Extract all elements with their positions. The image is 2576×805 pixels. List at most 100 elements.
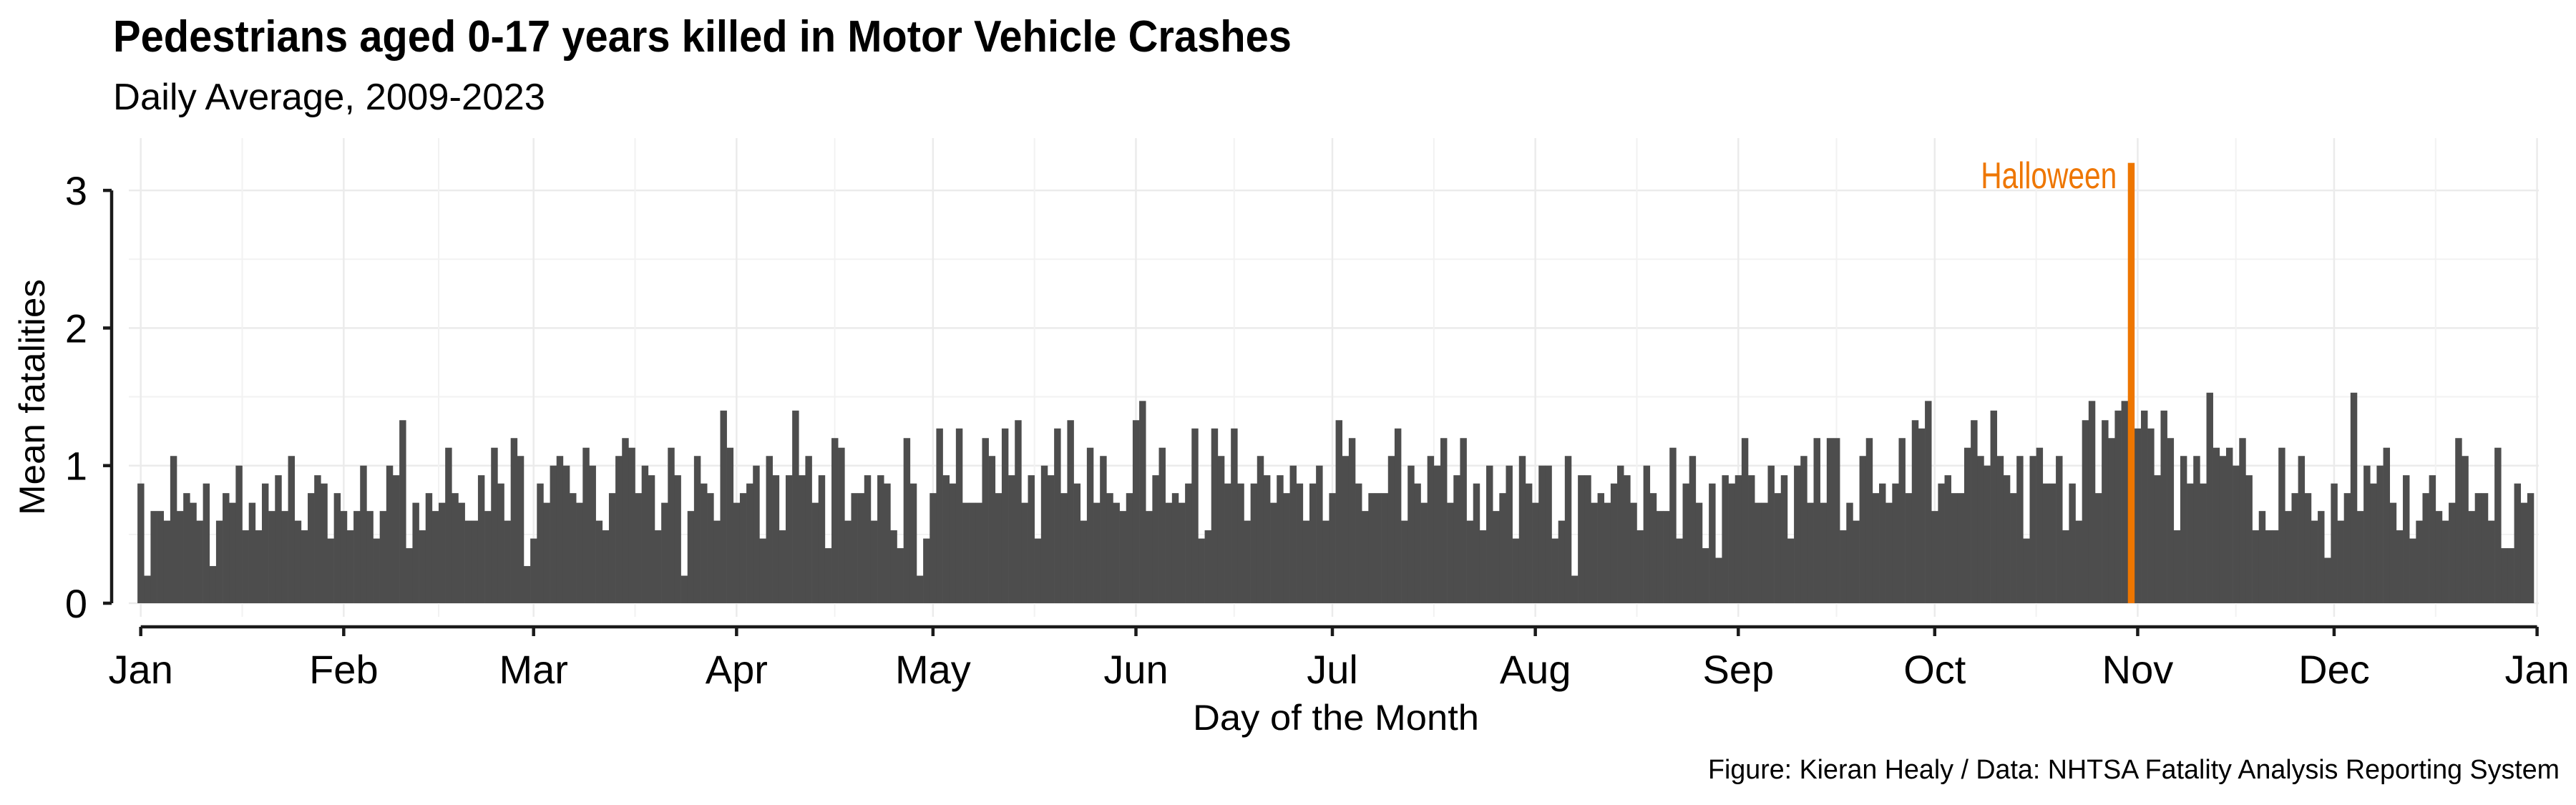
- bar: [530, 538, 537, 603]
- bar: [1767, 465, 1775, 603]
- bar: [2141, 410, 2148, 603]
- bar: [2108, 438, 2115, 603]
- bar: [1512, 538, 1520, 603]
- bar: [772, 475, 780, 603]
- bar: [1951, 493, 1958, 603]
- bar: [471, 520, 479, 603]
- bar: [1636, 530, 1644, 603]
- bar: [445, 447, 452, 603]
- bar: [622, 438, 629, 603]
- bar: [1885, 502, 1893, 603]
- bar: [1493, 511, 1500, 603]
- bar: [1453, 475, 1460, 603]
- halloween-bar: [2127, 162, 2135, 603]
- bar: [1309, 483, 1317, 603]
- bar: [923, 538, 930, 603]
- bar: [1499, 493, 1506, 603]
- bar: [2102, 420, 2109, 603]
- bar: [661, 502, 668, 603]
- bar: [1394, 428, 1402, 603]
- x-axis: Jan Feb Mar Apr May Jun Jul Aug Sep Oct Nov Dec Jan: [109, 625, 2570, 692]
- bar: [412, 502, 419, 603]
- bar: [439, 502, 446, 603]
- bar: [1840, 530, 1847, 603]
- bar: [930, 493, 937, 603]
- bar: [2193, 456, 2200, 603]
- bar: [1865, 438, 1873, 603]
- bar: [720, 410, 727, 603]
- y-tick-label: 3: [65, 168, 87, 213]
- bar: [2514, 483, 2522, 603]
- bar: [1414, 483, 1421, 603]
- bar: [1846, 502, 1853, 603]
- y-axis: 0 1 2 3: [65, 168, 114, 626]
- bar: [1165, 502, 1173, 603]
- bar: [2337, 520, 2344, 603]
- bar: [1067, 420, 1074, 603]
- bar: [2239, 438, 2246, 603]
- bar: [1126, 493, 1133, 603]
- bar: [969, 502, 976, 603]
- bar: [333, 493, 341, 603]
- bar: [1702, 548, 1709, 603]
- bar: [1820, 502, 1828, 603]
- bar: [2527, 493, 2534, 603]
- bar: [1322, 520, 1330, 603]
- bar: [1918, 428, 1926, 603]
- bar: [1139, 401, 1146, 603]
- bar: [1171, 493, 1179, 603]
- chart-subtitle: Daily Average, 2009-2023: [113, 77, 545, 118]
- bar: [406, 548, 413, 603]
- bar: [2094, 493, 2102, 603]
- bar: [1479, 530, 1487, 603]
- bar: [1244, 520, 1251, 603]
- bar: [1571, 575, 1579, 603]
- bar: [353, 511, 361, 603]
- bar: [1682, 483, 1689, 603]
- bar: [2441, 520, 2449, 603]
- bar: [693, 456, 701, 603]
- x-tick-label: Jul: [1307, 647, 1358, 692]
- bar: [157, 511, 165, 603]
- bar: [1250, 483, 1258, 603]
- bar: [1015, 420, 1022, 603]
- bar: [1028, 475, 1035, 603]
- bar: [1689, 456, 1697, 603]
- bar: [314, 475, 321, 603]
- bar: [1073, 483, 1081, 603]
- bar: [2173, 530, 2181, 603]
- bar: [215, 520, 223, 603]
- bar: [340, 511, 348, 603]
- bar: [209, 566, 217, 603]
- bar: [458, 502, 465, 603]
- bar: [261, 483, 269, 603]
- bar: [857, 493, 865, 603]
- bar: [1748, 475, 1755, 603]
- bar: [2389, 502, 2397, 603]
- bar: [1008, 475, 1015, 603]
- bar: [2331, 483, 2338, 603]
- bar: [2075, 520, 2082, 603]
- bar: [2233, 465, 2240, 603]
- bar: [2285, 511, 2292, 603]
- bar: [1558, 520, 1566, 603]
- bar: [170, 456, 177, 603]
- x-tick-label: Jun: [1103, 647, 1168, 692]
- bar: [1826, 438, 1834, 603]
- bar: [2468, 511, 2475, 603]
- bar: [2023, 538, 2030, 603]
- bar: [2016, 456, 2024, 603]
- bar: [2416, 520, 2423, 603]
- bar: [1624, 475, 1631, 603]
- bar: [2291, 493, 2298, 603]
- bar: [1289, 465, 1297, 603]
- bar: [2082, 420, 2089, 603]
- bar: [641, 465, 649, 603]
- bar: [1178, 502, 1186, 603]
- highlight-layer: Halloween: [1981, 155, 2135, 603]
- bar: [1100, 456, 1107, 603]
- bar: [373, 538, 380, 603]
- bar: [255, 530, 263, 603]
- x-tick-label: Jan: [109, 647, 173, 692]
- bar: [746, 483, 753, 603]
